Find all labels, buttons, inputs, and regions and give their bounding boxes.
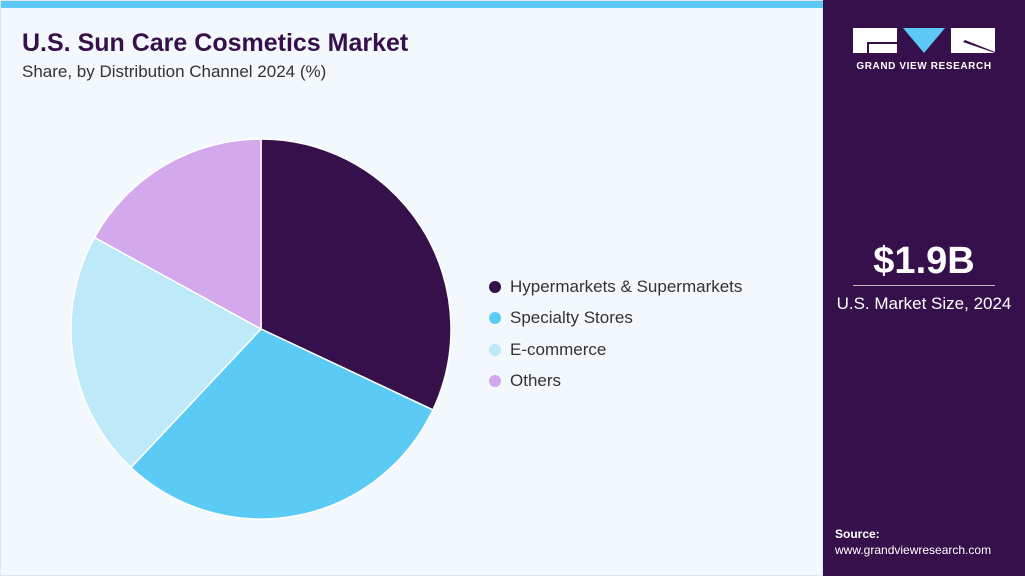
pie-slice-others: [93, 138, 262, 331]
legend-item: E-commerce: [489, 334, 742, 366]
sidebar: GRAND VIEW RESEARCH $1.9B U.S. Market Si…: [823, 0, 1025, 576]
pie-chart: [70, 138, 452, 520]
legend-label: Specialty Stores: [510, 308, 633, 328]
market-size-value: $1.9B: [873, 240, 975, 282]
market-size-label: U.S. Market Size, 2024: [836, 294, 1012, 313]
grand-view-research-logo: [853, 28, 995, 53]
legend-label: Hypermarkets & Supermarkets: [510, 276, 743, 296]
chart-panel: U.S. Sun Care Cosmetics Market Share, by…: [0, 0, 824, 576]
legend-swatch: [489, 375, 501, 388]
legend-swatch: [489, 343, 501, 356]
legend-item: Hypermarkets & Supermarkets: [489, 271, 742, 303]
pie-slice-hypermarkets-supermarkets: [260, 138, 452, 411]
accent-bar: [1, 1, 824, 8]
legend-label: Others: [510, 371, 562, 391]
legend: Hypermarkets & Supermarkets Specialty Sto…: [489, 271, 742, 397]
source-label: Source:: [835, 527, 880, 541]
legend-label: E-commerce: [510, 339, 607, 359]
logo-text: GRAND VIEW RESEARCH: [856, 61, 992, 72]
divider: [853, 285, 995, 286]
chart-subtitle: Share, by Distribution Channel 2024 (%): [22, 62, 327, 81]
legend-item: Others: [489, 366, 742, 398]
legend-swatch: [489, 280, 501, 293]
pie-slice-e-commerce: [70, 236, 263, 469]
legend-item: Specialty Stores: [489, 303, 742, 335]
chart-title: U.S. Sun Care Cosmetics Market: [22, 29, 409, 57]
legend-swatch: [489, 312, 501, 325]
source-url[interactable]: www.grandviewresearch.com: [835, 543, 992, 557]
pie-slice-specialty-stores: [129, 328, 434, 520]
